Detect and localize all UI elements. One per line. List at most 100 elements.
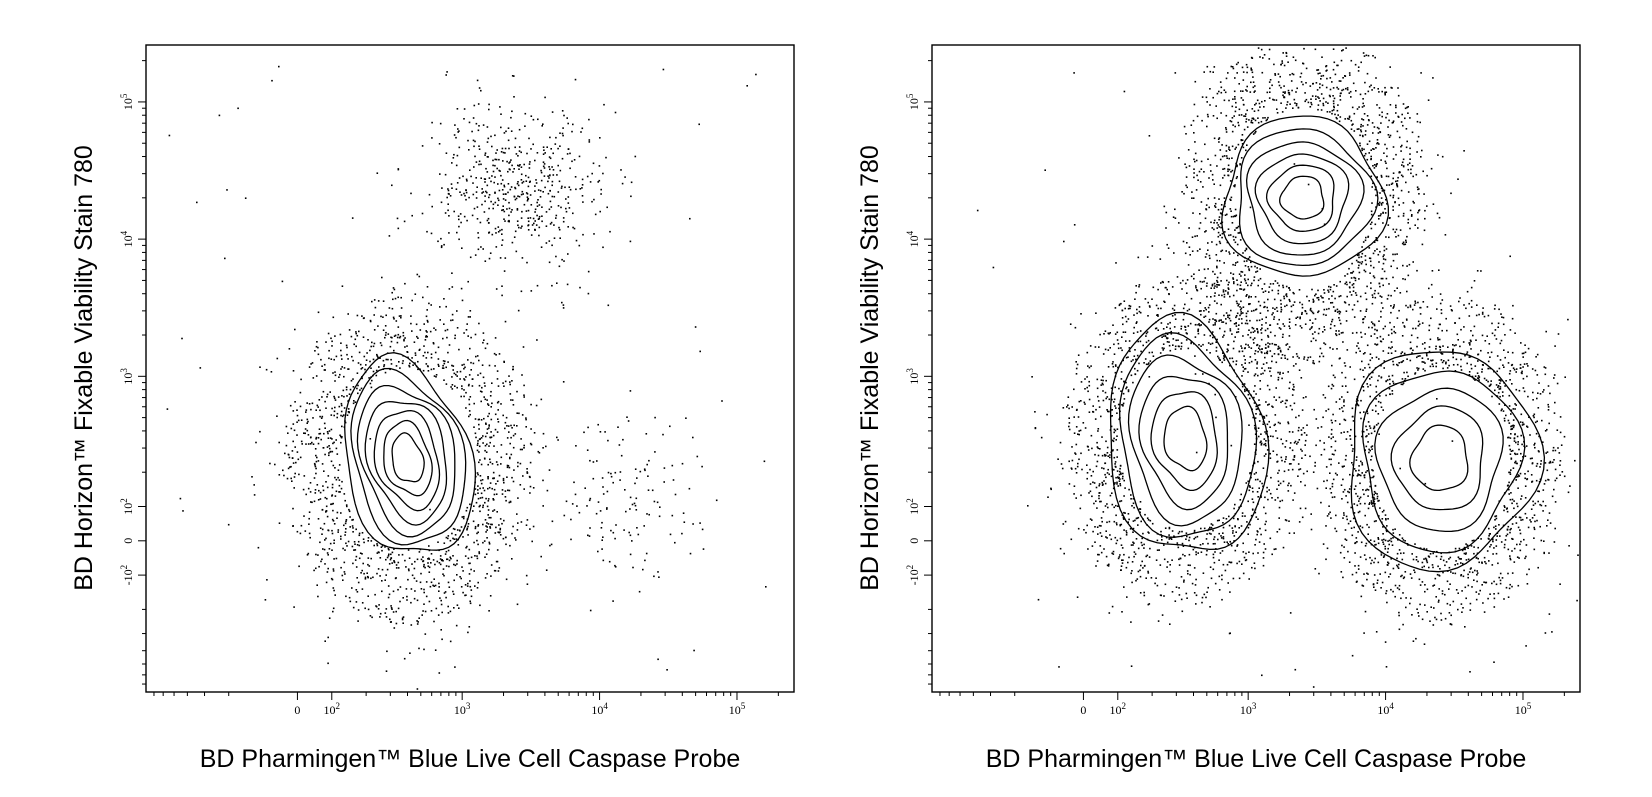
event-dot: [474, 432, 477, 435]
event-dot: [1311, 311, 1314, 314]
event-dot: [453, 563, 455, 566]
event-dot: [1264, 100, 1266, 102]
event-dot: [1396, 184, 1399, 187]
event-dot: [1114, 405, 1116, 407]
event-dot: [527, 198, 529, 201]
event-dot: [1209, 88, 1211, 90]
event-dot: [1223, 262, 1225, 264]
event-dot: [399, 586, 402, 588]
event-dot: [1383, 245, 1386, 248]
event-dot: [486, 184, 489, 187]
event-dot: [496, 167, 498, 170]
event-dot: [1199, 280, 1202, 283]
event-dot: [1236, 72, 1238, 74]
event-dot: [513, 75, 515, 77]
event-dot: [334, 594, 336, 596]
event-dot: [1206, 591, 1208, 593]
event-dot: [1287, 484, 1289, 487]
event-dot: [1271, 289, 1274, 292]
event-dot: [482, 541, 484, 544]
event-dot: [1232, 98, 1234, 100]
event-dot: [291, 450, 294, 452]
event-dot: [1112, 392, 1114, 395]
event-dot: [698, 123, 700, 126]
event-dot: [477, 525, 479, 527]
event-dot: [427, 565, 430, 567]
event-dot: [482, 504, 484, 507]
event-dot: [1303, 47, 1305, 50]
event-dot: [1213, 300, 1216, 302]
event-dot: [451, 388, 454, 390]
event-dot: [484, 577, 487, 579]
event-dot: [340, 512, 342, 514]
event-dot: [654, 451, 656, 453]
event-dot: [1348, 92, 1351, 94]
event-dot: [1222, 177, 1224, 179]
event-dot: [1129, 307, 1131, 310]
event-dot: [1358, 271, 1361, 274]
event-dot: [1257, 404, 1260, 407]
event-dot: [318, 565, 320, 568]
event-dot: [1251, 117, 1254, 120]
event-dot: [1378, 261, 1380, 263]
event-dot: [1267, 342, 1269, 344]
event-dot: [1254, 265, 1256, 268]
event-dot: [351, 519, 353, 521]
event-dot: [490, 418, 493, 421]
event-dot: [1258, 420, 1261, 422]
event-dot: [379, 342, 382, 344]
event-dot: [1227, 164, 1230, 167]
event-dot: [334, 371, 336, 373]
event-dot: [473, 541, 475, 544]
event-dot: [415, 323, 418, 326]
event-dot: [1223, 99, 1226, 102]
event-dot: [1279, 349, 1282, 352]
event-dot: [1162, 349, 1164, 351]
event-dot: [1371, 202, 1373, 204]
event-dot: [382, 300, 385, 302]
event-dot: [1416, 113, 1419, 115]
event-dot: [1235, 227, 1238, 229]
event-dot: [1381, 115, 1383, 118]
event-dot: [313, 477, 316, 479]
event-dot: [1251, 498, 1254, 500]
event-dot: [1134, 367, 1136, 370]
event-dot: [1213, 536, 1216, 538]
event-dot: [1101, 467, 1103, 469]
event-dot: [478, 322, 480, 325]
event-dot: [1162, 335, 1165, 337]
event-dot: [1363, 154, 1366, 157]
event-dot: [483, 417, 485, 420]
event-dot: [474, 527, 477, 530]
event-dot: [1117, 347, 1120, 350]
event-dot: [1277, 345, 1280, 348]
event-dot: [1112, 440, 1115, 443]
event-dot: [623, 529, 625, 531]
event-dot: [1262, 564, 1265, 567]
event-dot: [1358, 256, 1360, 259]
event-dot: [1122, 359, 1124, 362]
event-dot: [448, 193, 450, 195]
event-dot: [1147, 603, 1150, 606]
event-dot: [1312, 337, 1315, 340]
event-dot: [314, 465, 317, 468]
event-dot: [464, 194, 466, 197]
event-dot: [534, 185, 536, 187]
event-dot: [1200, 160, 1203, 163]
event-dot: [1139, 330, 1142, 332]
event-dot: [1304, 310, 1306, 312]
event-dot: [566, 153, 569, 155]
event-dot: [480, 400, 482, 403]
event-dot: [1300, 72, 1303, 75]
event-dot: [503, 184, 505, 187]
event-dot: [1240, 318, 1243, 320]
event-dot: [312, 417, 314, 419]
event-dot: [608, 560, 611, 563]
event-dot: [1075, 373, 1078, 375]
event-dot: [1245, 343, 1247, 346]
event-dot: [385, 314, 387, 317]
event-dot: [470, 595, 473, 598]
event-dot: [486, 141, 489, 143]
event-dot: [1169, 623, 1171, 625]
event-dot: [382, 316, 384, 318]
